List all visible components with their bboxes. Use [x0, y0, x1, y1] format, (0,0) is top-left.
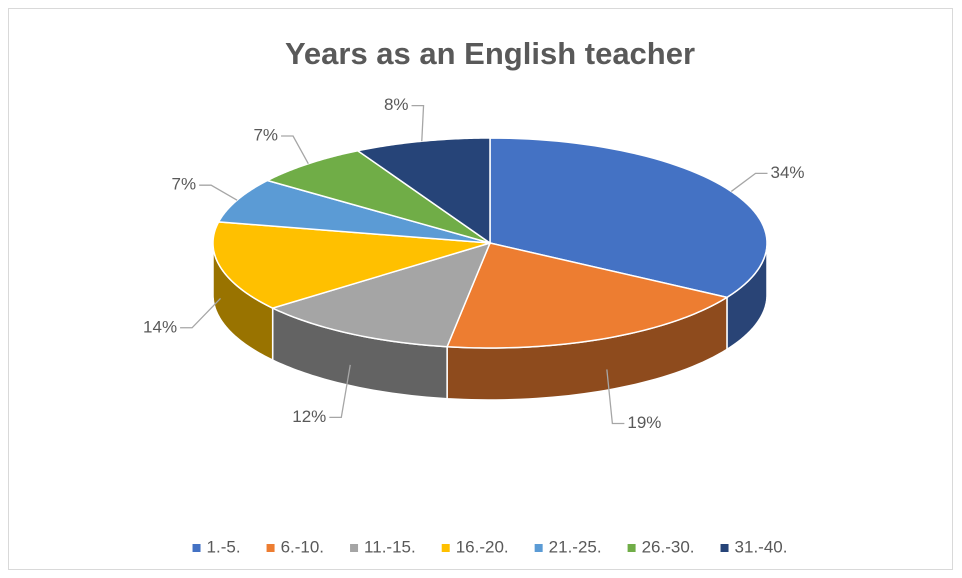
leader-line	[329, 364, 351, 419]
legend-swatch	[192, 544, 201, 552]
legend-swatch	[266, 544, 275, 552]
pie-slice	[265, 149, 491, 244]
leader-line	[180, 298, 221, 329]
pie-slice	[445, 242, 729, 349]
data-label: 8%	[384, 95, 409, 114]
leader-line	[730, 172, 768, 192]
legend-swatch	[627, 544, 636, 552]
legend-swatch	[350, 544, 359, 552]
legend-label: 16.-20.	[456, 537, 509, 556]
pie-slice	[489, 137, 768, 299]
data-label: 7%	[172, 175, 197, 194]
data-label: 7%	[253, 125, 278, 144]
legend-label: 21.-25.	[549, 537, 602, 556]
leader-line	[199, 184, 238, 201]
data-label: 14%	[143, 317, 177, 336]
legend-label: 26.-30.	[642, 537, 695, 556]
legend-swatch	[534, 544, 543, 552]
data-label: 19%	[627, 413, 661, 432]
leader-line	[411, 104, 425, 142]
legend-label: 31.-40.	[735, 537, 788, 556]
legend-swatch	[441, 544, 450, 552]
pie-slice	[212, 221, 491, 309]
leader-line	[281, 135, 309, 165]
chart-title: Years as an English teacher	[285, 36, 695, 71]
legend-label: 6.-10.	[281, 537, 324, 556]
data-label: 12%	[292, 407, 326, 426]
leader-line	[606, 369, 625, 425]
legend-label: 11.-15.	[364, 537, 416, 556]
data-label: 34%	[771, 163, 805, 182]
pie-slice	[270, 241, 492, 348]
pie-slice	[217, 179, 491, 244]
legend-label: 1.-5.	[207, 537, 241, 556]
legend-swatch	[720, 544, 729, 552]
